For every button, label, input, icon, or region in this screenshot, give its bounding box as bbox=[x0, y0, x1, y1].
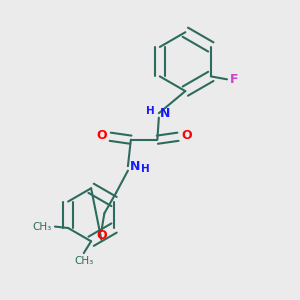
Text: N: N bbox=[160, 107, 171, 120]
Text: F: F bbox=[230, 73, 238, 86]
Text: O: O bbox=[182, 129, 192, 142]
Text: CH₃: CH₃ bbox=[74, 256, 93, 266]
Text: CH₃: CH₃ bbox=[33, 222, 52, 232]
Text: O: O bbox=[96, 229, 107, 242]
Text: H: H bbox=[146, 106, 154, 116]
Text: H: H bbox=[141, 164, 150, 174]
Text: N: N bbox=[129, 160, 140, 173]
Text: O: O bbox=[96, 129, 107, 142]
